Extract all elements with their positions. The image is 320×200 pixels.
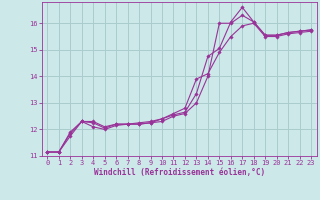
X-axis label: Windchill (Refroidissement éolien,°C): Windchill (Refroidissement éolien,°C) [94,168,265,177]
